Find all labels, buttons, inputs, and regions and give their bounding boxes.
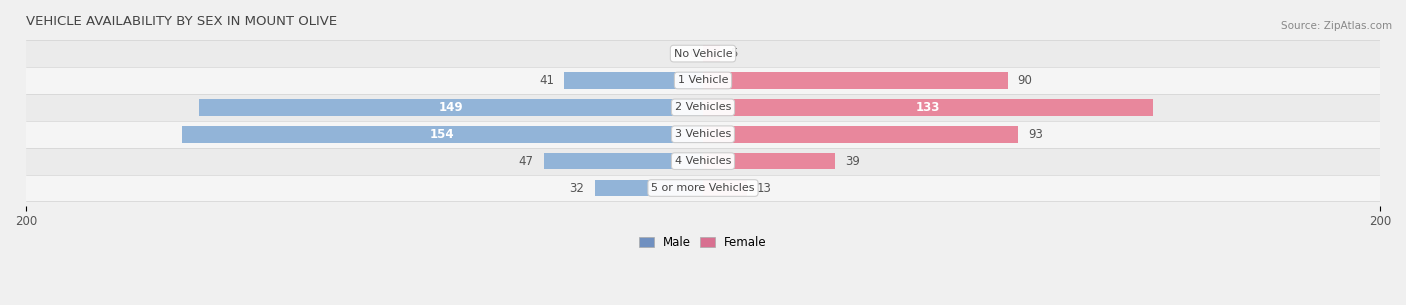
- Text: 41: 41: [538, 74, 554, 87]
- Bar: [27, 94, 1379, 121]
- Bar: [27, 148, 1379, 174]
- Bar: [703, 153, 835, 170]
- Bar: [544, 153, 703, 170]
- Bar: [181, 126, 703, 142]
- Text: 39: 39: [845, 155, 860, 168]
- Bar: [27, 40, 1379, 67]
- Text: 133: 133: [915, 101, 941, 114]
- Bar: [703, 45, 720, 62]
- Text: 5 or more Vehicles: 5 or more Vehicles: [651, 183, 755, 193]
- Text: Source: ZipAtlas.com: Source: ZipAtlas.com: [1281, 21, 1392, 31]
- Text: No Vehicle: No Vehicle: [673, 48, 733, 59]
- Text: 47: 47: [519, 155, 534, 168]
- Bar: [27, 121, 1379, 148]
- Text: 2 Vehicles: 2 Vehicles: [675, 102, 731, 112]
- Text: 3 Vehicles: 3 Vehicles: [675, 129, 731, 139]
- Text: 90: 90: [1018, 74, 1032, 87]
- Text: 0: 0: [689, 47, 696, 60]
- Text: 149: 149: [439, 101, 463, 114]
- Bar: [703, 72, 1008, 89]
- Text: 4 Vehicles: 4 Vehicles: [675, 156, 731, 166]
- Legend: Male, Female: Male, Female: [634, 231, 772, 254]
- Text: 5: 5: [730, 47, 738, 60]
- Text: 154: 154: [430, 128, 454, 141]
- Text: VEHICLE AVAILABILITY BY SEX IN MOUNT OLIVE: VEHICLE AVAILABILITY BY SEX IN MOUNT OLI…: [27, 15, 337, 28]
- Bar: [703, 99, 1153, 116]
- Bar: [703, 126, 1018, 142]
- Bar: [564, 72, 703, 89]
- Bar: [198, 99, 703, 116]
- Bar: [595, 180, 703, 196]
- Text: 32: 32: [569, 181, 585, 195]
- Text: 13: 13: [758, 181, 772, 195]
- Text: 93: 93: [1028, 128, 1043, 141]
- Text: 1 Vehicle: 1 Vehicle: [678, 75, 728, 85]
- Bar: [27, 174, 1379, 202]
- Bar: [27, 67, 1379, 94]
- Bar: [703, 180, 747, 196]
